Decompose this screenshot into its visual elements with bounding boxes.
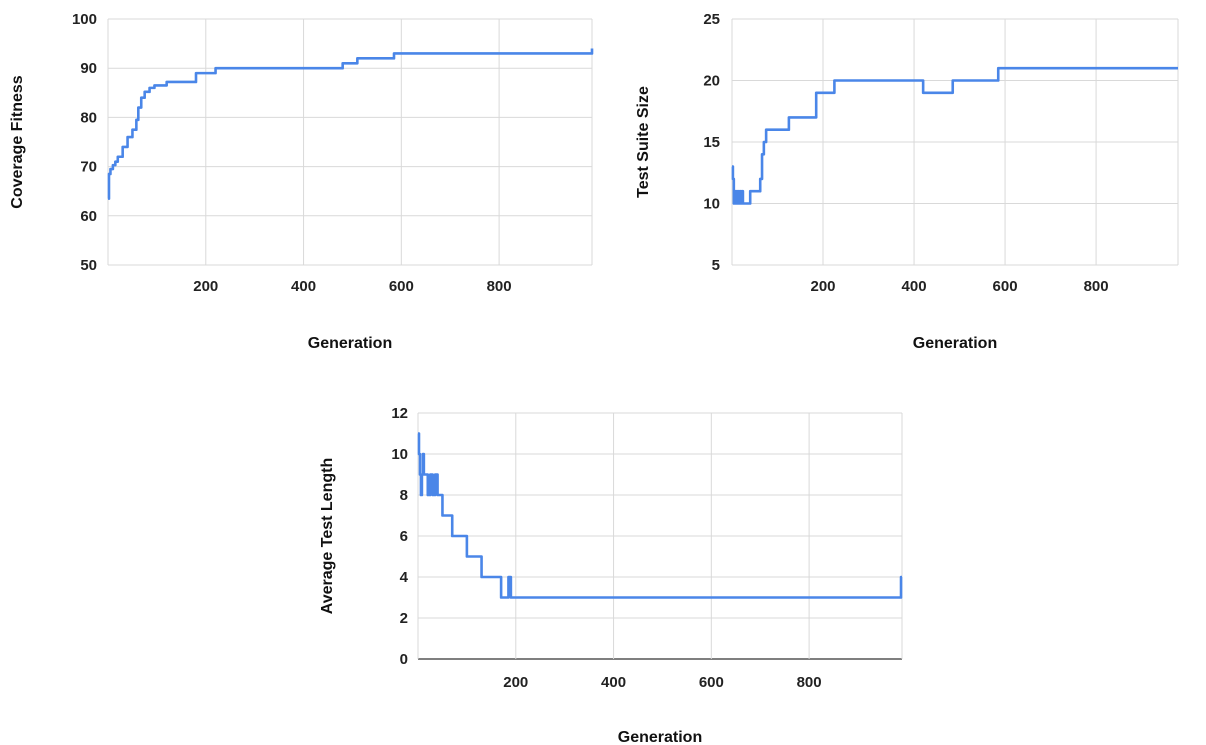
y-tick-label: 60	[80, 208, 97, 225]
y-tick-label: 100	[72, 11, 97, 28]
y-tick-label: 2	[400, 610, 408, 627]
y-tick-label: 20	[703, 73, 720, 90]
y-tick-label: 70	[80, 159, 97, 176]
y-tick-label: 10	[703, 196, 720, 213]
coverage-fitness-chart: 50 60 70 80 90 100 200 400 600 800 Generation Cover…	[9, 11, 594, 352]
y-tick-label: 0	[400, 651, 408, 668]
x-tick-label: 600	[699, 674, 724, 691]
y-tick-label: 12	[391, 405, 408, 422]
x-tick-label: 800	[1084, 278, 1109, 295]
x-axis-label: Generation	[308, 335, 392, 352]
y-tick-label: 8	[400, 487, 408, 504]
y-tick-label: 90	[80, 60, 97, 77]
y-tick-label: 6	[400, 528, 408, 545]
y-tick-label: 15	[703, 134, 720, 151]
average-test-length-chart: 0 2 4 6 8 10 12 200 400 600 800 Generation Average T…	[319, 405, 903, 745]
y-tick-label: 4	[400, 569, 409, 586]
x-axis-label: Generation	[618, 729, 702, 745]
series-line	[731, 66, 1178, 205]
y-axis-label: Test Suite Size	[635, 86, 652, 198]
x-tick-label: 400	[601, 674, 626, 691]
y-axis-label: Average Test Length	[319, 458, 336, 614]
x-tick-label: 600	[389, 278, 414, 295]
x-tick-label: 600	[993, 278, 1018, 295]
y-tick-label: 10	[391, 446, 408, 463]
y-axis-label: Coverage Fitness	[9, 75, 26, 208]
y-tick-label: 80	[80, 109, 97, 126]
x-tick-label: 200	[503, 674, 528, 691]
x-tick-label: 200	[811, 278, 836, 295]
y-tick-label: 25	[703, 11, 720, 28]
test-suite-size-chart: 5 10 15 20 25 200 400 600 800 Generation Test Suit…	[635, 11, 1179, 352]
x-tick-label: 800	[797, 674, 822, 691]
y-tick-label: 5	[712, 257, 720, 274]
y-tick-label: 50	[80, 257, 97, 274]
x-axis-label: Generation	[913, 335, 997, 352]
x-tick-label: 400	[902, 278, 927, 295]
x-tick-label: 200	[193, 278, 218, 295]
x-tick-label: 400	[291, 278, 316, 295]
x-tick-label: 800	[487, 278, 512, 295]
series-line	[417, 432, 903, 599]
series-line	[107, 48, 594, 200]
